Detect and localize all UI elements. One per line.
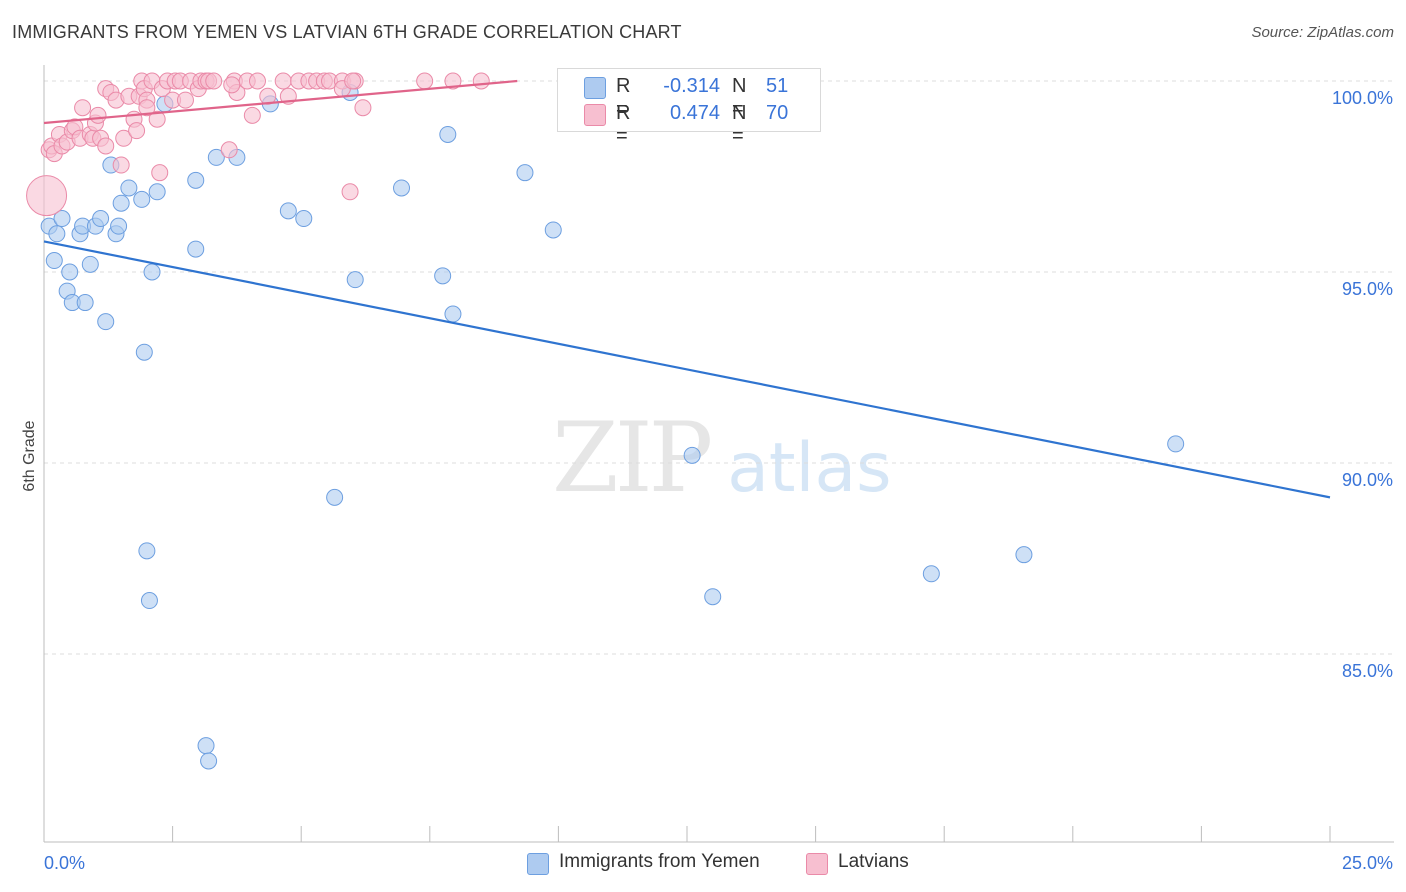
x-tick-label: 25.0% <box>1342 853 1393 873</box>
legend-r-label: R = <box>616 75 631 120</box>
latvians-point <box>354 99 372 117</box>
latvians-point <box>112 156 130 174</box>
yemen-point <box>92 210 110 228</box>
yemen-point <box>683 446 701 464</box>
yemen-point <box>439 125 457 143</box>
latvians-point <box>259 87 277 105</box>
latvians-point <box>248 72 266 90</box>
bottom-legend-swatch-latvians <box>806 853 828 875</box>
latvians-point <box>89 106 107 124</box>
source-credit: Source: ZipAtlas.com <box>1251 24 1394 41</box>
latvians-point <box>472 72 490 90</box>
legend-r-value: -0.314 <box>663 75 720 97</box>
yemen-point <box>61 263 79 281</box>
yemen-point <box>922 565 940 583</box>
yemen-point <box>516 164 534 182</box>
latvians-point <box>341 183 359 201</box>
yemen-point <box>143 263 161 281</box>
yemen-point <box>544 221 562 239</box>
latvians-point <box>444 72 462 90</box>
yemen-point <box>97 313 115 331</box>
yemen-point <box>138 542 156 560</box>
yemen-point <box>393 179 411 197</box>
latvians-point <box>416 72 434 90</box>
latvians-point <box>115 129 133 147</box>
yemen-point <box>1015 546 1033 564</box>
latvians-point <box>97 137 115 155</box>
yemen-point <box>704 588 722 606</box>
yemen-trend-line <box>43 240 1331 499</box>
latvians-point <box>26 175 68 217</box>
yemen-point <box>45 252 63 270</box>
y-tick-label: 85.0% <box>1342 661 1393 681</box>
y-tick-label: 95.0% <box>1342 279 1393 299</box>
yemen-point <box>140 592 158 610</box>
chart-title: IMMIGRANTS FROM YEMEN VS LATVIAN 6TH GRA… <box>12 22 682 42</box>
yemen-point <box>295 210 313 228</box>
yemen-point <box>207 148 225 166</box>
watermark: ZIP atlas <box>552 402 892 514</box>
legend-r-value: 0.474 <box>669 102 720 124</box>
latvians-point <box>176 91 194 109</box>
yemen-point <box>120 179 138 197</box>
latvians-point <box>243 106 261 124</box>
legend-swatch-latvians <box>584 104 606 126</box>
yemen-point <box>434 267 452 285</box>
yemen-point <box>187 240 205 258</box>
legend-n-label: N = <box>732 75 747 120</box>
legend-swatch-yemen <box>584 77 606 99</box>
latvians-point <box>138 99 156 117</box>
latvians-point <box>148 110 166 128</box>
y-tick-label: 100.0% <box>1332 88 1393 108</box>
bottom-legend-label-latvians: Latvians <box>838 851 909 872</box>
yemen-point <box>346 271 364 289</box>
yemen-point <box>197 737 215 755</box>
latvians-point <box>344 72 362 90</box>
legend-r-label: R = <box>616 102 631 147</box>
yemen-point <box>148 183 166 201</box>
yemen-point <box>76 294 94 312</box>
yemen-point <box>326 488 344 506</box>
yemen-point <box>112 194 130 212</box>
bottom-legend-label-yemen: Immigrants from Yemen <box>559 851 760 872</box>
yemen-point <box>135 343 153 361</box>
watermark-atlas: atlas <box>727 429 892 508</box>
yemen-point <box>444 305 462 323</box>
latvians-point <box>74 99 92 117</box>
latvians-point <box>274 72 292 90</box>
latvians-point <box>128 122 146 140</box>
stats-legend: R = -0.314 N = 51 R = 0.474 N = 70 <box>557 68 821 147</box>
yemen-point <box>1167 435 1185 453</box>
yemen-point <box>110 217 128 235</box>
yemen-point <box>187 171 205 189</box>
yemen-point <box>279 202 297 220</box>
latvians-point <box>205 72 223 90</box>
latvians-point <box>220 141 238 159</box>
yemen-point <box>48 225 66 243</box>
yemen-point <box>133 190 151 208</box>
latvians-point <box>151 164 169 182</box>
bottom-legend-swatch-yemen <box>527 853 549 875</box>
yemen-point <box>200 752 218 770</box>
legend-n-label: N = <box>732 102 747 147</box>
latvians-point <box>223 76 241 94</box>
legend-n-value: 51 <box>766 75 789 97</box>
yemen-point <box>81 255 99 273</box>
yemen-point <box>53 210 71 228</box>
latvians-trend-line <box>43 79 518 125</box>
legend-n-value: 70 <box>766 102 789 124</box>
y-tick-label: 90.0% <box>1342 470 1393 490</box>
x-tick-label: 0.0% <box>44 853 85 873</box>
